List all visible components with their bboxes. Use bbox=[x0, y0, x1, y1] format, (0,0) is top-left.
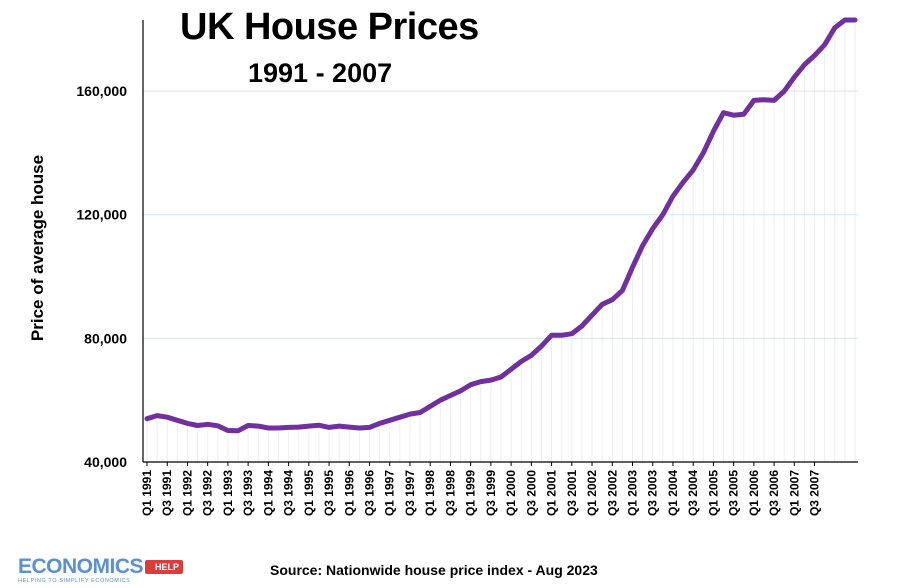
economics-help-logo: ECONOMICS HELP HELPING TO SIMPLIFY ECONOM… bbox=[18, 555, 184, 585]
x-tick-label: Q1 1998 bbox=[423, 470, 437, 516]
logo-badge: HELP bbox=[145, 560, 184, 574]
x-tick-label: Q1 1991 bbox=[140, 470, 154, 516]
x-tick-label: Q3 1999 bbox=[484, 470, 498, 516]
x-tick-label: Q3 1992 bbox=[201, 470, 215, 516]
x-tick-label: Q1 2004 bbox=[666, 470, 680, 516]
x-tick-label: Q3 1997 bbox=[403, 470, 417, 516]
x-tick-label: Q1 1995 bbox=[302, 470, 316, 516]
chart-title: UK House Prices bbox=[180, 6, 479, 48]
chart-subtitle: 1991 - 2007 bbox=[248, 58, 393, 88]
x-tick-label: Q3 2003 bbox=[646, 470, 660, 516]
y-tick-label: 80,000 bbox=[84, 330, 127, 346]
house-price-line bbox=[144, 17, 858, 434]
logo-name: ECONOMICS bbox=[18, 555, 144, 578]
x-tick-label: Q1 1993 bbox=[221, 470, 235, 516]
x-tick-label: Q3 2001 bbox=[565, 470, 579, 516]
x-tick-label: Q1 2003 bbox=[625, 470, 639, 516]
x-tick-label: Q3 2004 bbox=[686, 470, 700, 516]
x-tick-label: Q1 2001 bbox=[545, 470, 559, 516]
y-tick-label: 160,000 bbox=[76, 83, 127, 99]
x-tick-label: Q3 1991 bbox=[160, 470, 174, 516]
x-tick-label: Q3 2002 bbox=[605, 470, 619, 516]
logo-tagline: HELPING TO SIMPLIFY ECONOMICS bbox=[18, 578, 131, 584]
source-note: Source: Nationwide house price index - A… bbox=[270, 562, 598, 578]
x-tick-label: Q1 1992 bbox=[180, 470, 194, 516]
x-tick-label: Q1 2002 bbox=[585, 470, 599, 516]
x-tick-label: Q3 1995 bbox=[322, 470, 336, 516]
x-tick-label: Q3 2000 bbox=[524, 470, 538, 516]
x-tick-label: Q1 2006 bbox=[747, 470, 761, 516]
x-tick-label: Q1 2005 bbox=[706, 470, 720, 516]
x-tick-label: Q1 2007 bbox=[787, 470, 801, 516]
y-tick-label: 40,000 bbox=[84, 454, 127, 470]
x-tick-label: Q1 1999 bbox=[464, 470, 478, 516]
x-tick-label: Q1 1994 bbox=[261, 470, 275, 516]
y-tick-label: 120,000 bbox=[76, 207, 127, 223]
x-tick-label: Q3 2007 bbox=[808, 470, 822, 516]
x-tick-label: Q1 1996 bbox=[342, 470, 356, 516]
x-tick-label: Q3 2005 bbox=[727, 470, 741, 516]
x-tick-label: Q3 1996 bbox=[363, 470, 377, 516]
x-tick-label: Q3 1998 bbox=[443, 470, 457, 516]
x-tick-label: Q3 1994 bbox=[282, 470, 296, 516]
x-tick-label: Q1 1997 bbox=[383, 470, 397, 516]
x-tick-label: Q3 2006 bbox=[767, 470, 781, 516]
x-tick-label: Q1 2000 bbox=[504, 470, 518, 516]
x-tick-label: Q3 1993 bbox=[241, 470, 255, 516]
